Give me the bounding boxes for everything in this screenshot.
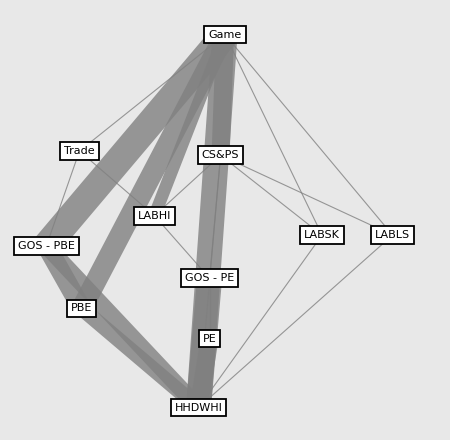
Text: LABSK: LABSK	[304, 230, 340, 240]
Text: Game: Game	[208, 29, 242, 40]
Text: GOS - PE: GOS - PE	[185, 273, 234, 283]
Text: GOS - PBE: GOS - PBE	[18, 241, 75, 251]
Text: LABLS: LABLS	[375, 230, 410, 240]
Text: HHDWHI: HHDWHI	[175, 403, 222, 413]
Text: Trade: Trade	[64, 146, 95, 156]
Text: PE: PE	[202, 334, 216, 344]
Text: LABHI: LABHI	[138, 211, 171, 221]
Text: PBE: PBE	[71, 304, 92, 313]
Text: CS&PS: CS&PS	[202, 150, 239, 160]
